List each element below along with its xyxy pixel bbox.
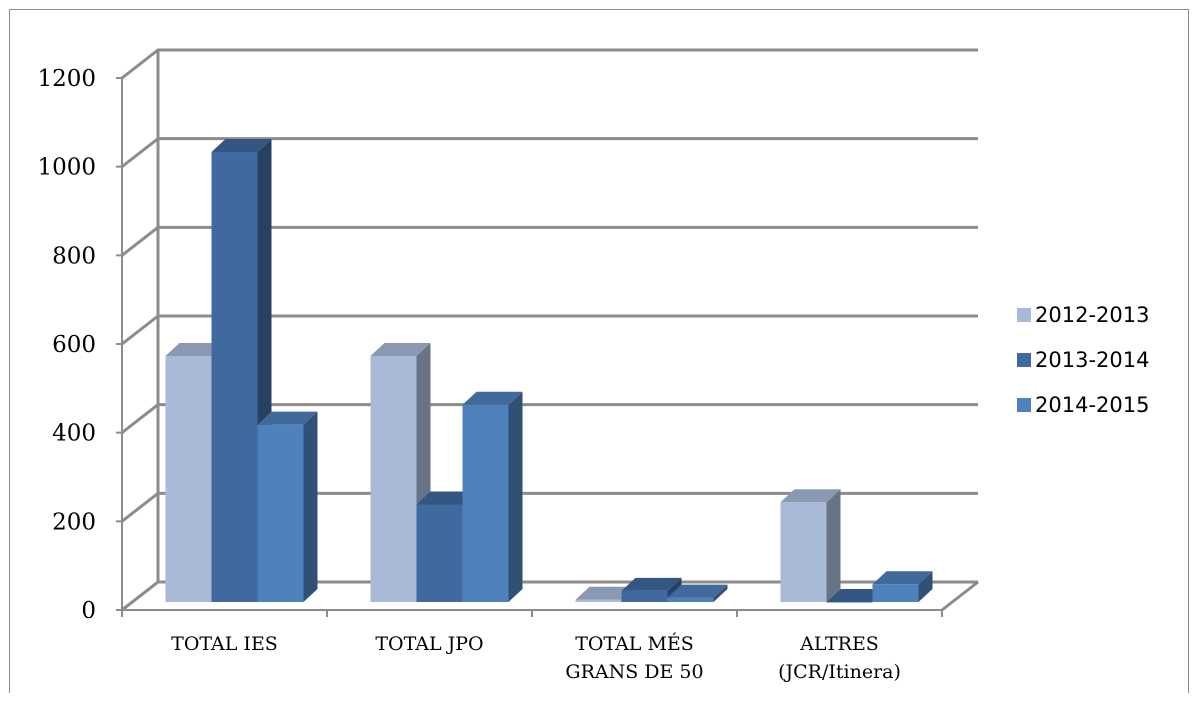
category-label: TOTAL IES (171, 633, 278, 655)
bar-side (508, 391, 523, 602)
bar (462, 404, 509, 602)
category-label: TOTAL JPO (375, 633, 483, 655)
y-tick-labels: 0 200 400 600 800 1000 1200 (37, 66, 96, 624)
bar (211, 152, 258, 602)
bar-side (713, 584, 728, 602)
bar (257, 424, 304, 602)
gridline (121, 314, 978, 346)
legend-swatch (1017, 353, 1031, 367)
category-labels: TOTAL IES TOTAL JPO TOTAL MÉS GRANS DE 50 AL… (171, 632, 901, 683)
category-label: ALTRES (799, 633, 879, 655)
bar-top (416, 491, 477, 505)
legend-label: 2014-2015 (1035, 393, 1149, 417)
bar (780, 502, 827, 602)
chart-frame (9, 9, 1189, 693)
bar-side (303, 411, 318, 602)
bar (165, 355, 212, 602)
bar (621, 590, 668, 602)
y-tick-label: 400 (52, 421, 96, 447)
bar-top (257, 411, 318, 425)
bars (165, 139, 933, 603)
bar (826, 602, 873, 603)
legend: 2012-2013 2013-2014 2014-2015 (1017, 303, 1149, 417)
bar-top (211, 139, 272, 153)
y-tick-label: 1200 (37, 66, 96, 92)
bar-top (667, 584, 728, 598)
bar-top (575, 586, 636, 600)
legend-label: 2013-2014 (1035, 348, 1149, 372)
category-label: GRANS DE 50 (565, 661, 703, 683)
bar-top (462, 391, 523, 405)
bar-side (826, 489, 841, 602)
category-label: TOTAL MÉS (575, 632, 694, 655)
bar (575, 599, 622, 602)
bar (370, 355, 417, 602)
bar-top (370, 342, 431, 356)
legend-swatch (1017, 398, 1031, 412)
y-tick-label: 1000 (37, 155, 96, 181)
legend-swatch (1017, 308, 1031, 322)
gridline (121, 403, 978, 434)
y-tick-label: 200 (52, 509, 96, 535)
category-label: (JCR/Itinera) (778, 661, 901, 683)
gridlines (121, 48, 978, 612)
bar (416, 504, 463, 602)
bar-top (621, 577, 682, 591)
bar-top (872, 571, 933, 585)
bar (667, 597, 714, 602)
axes (116, 77, 943, 617)
gridline (121, 137, 978, 168)
y-tick-label: 0 (81, 598, 96, 624)
floor-right-edge (941, 580, 979, 612)
y-tick-label: 800 (52, 243, 96, 269)
bar-top (826, 589, 887, 602)
gridline (121, 491, 978, 523)
gridline (121, 225, 978, 257)
bar (872, 584, 919, 602)
gridline (121, 580, 978, 612)
gridline (121, 48, 978, 80)
legend-label: 2012-2013 (1035, 303, 1149, 327)
bar-top (165, 342, 226, 356)
bar-top (780, 489, 841, 503)
y-tick-label: 600 (52, 332, 96, 358)
bar-side (918, 571, 933, 602)
